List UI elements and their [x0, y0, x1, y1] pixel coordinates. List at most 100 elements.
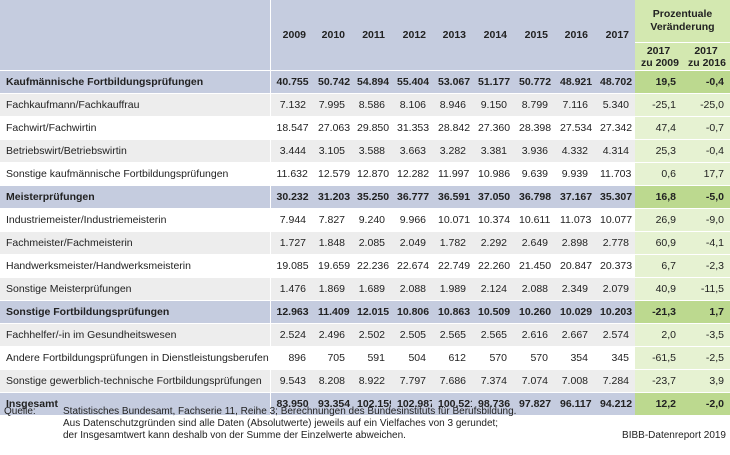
value-cell: 36.777	[391, 185, 432, 209]
table-row: Fachkaufmann/Fachkauffrau 7.132 7.995 8.586…	[0, 93, 730, 117]
row-label: Kaufmännische Fortbildungsprüfungen	[0, 70, 271, 94]
pct-change-cell: 17,7	[682, 162, 730, 186]
value-cell: 50.742	[312, 70, 351, 94]
pct-change-cell: -21,3	[635, 300, 682, 324]
value-cell: 2.085	[351, 231, 391, 255]
pct-title-line2: Veränderung	[650, 21, 715, 33]
value-cell: 12.963	[270, 300, 312, 324]
pct-col2-line2: zu 2016	[688, 56, 726, 69]
value-cell: 2.502	[351, 323, 391, 347]
value-cell: 19.659	[312, 254, 351, 278]
value-cell: 3.381	[472, 139, 513, 163]
value-cell: 705	[312, 346, 351, 370]
value-cell: 37.167	[554, 185, 594, 209]
table-row: Betriebswirt/Betriebswirtin 3.444 3.105 3.5…	[0, 139, 730, 163]
value-cell: 7.686	[432, 369, 472, 393]
value-cell: 7.074	[513, 369, 554, 393]
value-cell: 354	[554, 346, 594, 370]
pct-change-cell: -61,5	[635, 346, 682, 370]
value-cell: 2.049	[391, 231, 432, 255]
source-line-2: Aus Datenschutzgründen sind alle Daten (…	[63, 418, 499, 429]
value-cell: 3.936	[513, 139, 554, 163]
pct-change-cell: -2,5	[682, 346, 730, 370]
value-cell: 35.250	[351, 185, 391, 209]
table-row: Andere Fortbildungsprüfungen in Dienstle…	[0, 346, 730, 370]
value-cell: 7.995	[312, 93, 351, 117]
value-cell: 2.649	[513, 231, 554, 255]
value-cell: 10.077	[594, 208, 635, 232]
value-cell: 11.632	[270, 162, 312, 186]
pct-change-cell: 60,9	[635, 231, 682, 255]
pct-change-cell: -4,1	[682, 231, 730, 255]
value-cell: 2.088	[513, 277, 554, 301]
row-label: Betriebswirt/Betriebswirtin	[0, 139, 271, 163]
value-cell: 20.373	[594, 254, 635, 278]
value-cell: 30.232	[270, 185, 312, 209]
header-label-cell	[0, 0, 271, 71]
value-cell: 10.071	[432, 208, 472, 232]
value-cell: 2.778	[594, 231, 635, 255]
pct-change-cell: -5,0	[682, 185, 730, 209]
value-cell: 102.159	[351, 392, 391, 416]
value-cell: 3.282	[432, 139, 472, 163]
value-cell: 2.079	[594, 277, 635, 301]
pct-change-cell: 47,4	[635, 116, 682, 140]
value-cell: 9.150	[472, 93, 513, 117]
value-cell: 1.782	[432, 231, 472, 255]
value-cell: 7.944	[270, 208, 312, 232]
value-cell: 27.063	[312, 116, 351, 140]
value-cell: 10.611	[513, 208, 554, 232]
value-cell: 1.727	[270, 231, 312, 255]
value-cell: 3.105	[312, 139, 351, 163]
value-cell: 96.117	[554, 392, 594, 416]
value-cell: 4.332	[554, 139, 594, 163]
value-cell: 7.374	[472, 369, 513, 393]
value-cell: 93.354	[312, 392, 351, 416]
value-cell: 2.088	[391, 277, 432, 301]
value-cell: 1.869	[312, 277, 351, 301]
value-cell: 27.360	[472, 116, 513, 140]
pct-title-line1: Prozentuale	[652, 8, 713, 20]
value-cell: 20.847	[554, 254, 594, 278]
value-cell: 1.848	[312, 231, 351, 255]
value-cell: 2.565	[432, 323, 472, 347]
value-cell: 83.950	[270, 392, 312, 416]
value-cell: 10.806	[391, 300, 432, 324]
value-cell: 7.284	[594, 369, 635, 393]
table-row: Sonstige gewerblich-technische Fortbildu…	[0, 369, 730, 393]
value-cell: 2.505	[391, 323, 432, 347]
year-header: 2014	[472, 0, 513, 71]
value-cell: 28.842	[432, 116, 472, 140]
table-row: Handwerksmeister/Handwerksmeisterin 19.08…	[0, 254, 730, 278]
pct-change-cell: 19,5	[635, 70, 682, 94]
value-cell: 21.450	[513, 254, 554, 278]
year-header: 2010	[312, 0, 351, 71]
row-label: Fachkaufmann/Fachkauffrau	[0, 93, 271, 117]
value-cell: 5.340	[594, 93, 635, 117]
pct-change-cell: -0,7	[682, 116, 730, 140]
value-cell: 2.667	[554, 323, 594, 347]
value-cell: 7.008	[554, 369, 594, 393]
table-row: Sonstige Fortbildungsprüfungen 12.963 11.4…	[0, 300, 730, 324]
value-cell: 612	[432, 346, 472, 370]
pct-change-cell: -11,5	[682, 277, 730, 301]
value-cell: 7.116	[554, 93, 594, 117]
value-cell: 12.015	[351, 300, 391, 324]
row-label: Sonstige kaufmännische Fortbildungsprüfu…	[0, 162, 271, 186]
value-cell: 8.922	[351, 369, 391, 393]
source-label: Quelle:	[4, 406, 36, 417]
year-header: 2013	[432, 0, 472, 71]
value-cell: 8.586	[351, 93, 391, 117]
pct-change-cell: 0,6	[635, 162, 682, 186]
value-cell: 7.827	[312, 208, 351, 232]
value-cell: 7.132	[270, 93, 312, 117]
value-cell: 31.203	[312, 185, 351, 209]
value-cell: 9.966	[391, 208, 432, 232]
value-cell: 55.404	[391, 70, 432, 94]
value-cell: 27.342	[594, 116, 635, 140]
value-cell: 29.850	[351, 116, 391, 140]
value-cell: 31.353	[391, 116, 432, 140]
pct-change-cell: 6,7	[635, 254, 682, 278]
year-header: 2015	[513, 0, 554, 71]
value-cell: 3.588	[351, 139, 391, 163]
